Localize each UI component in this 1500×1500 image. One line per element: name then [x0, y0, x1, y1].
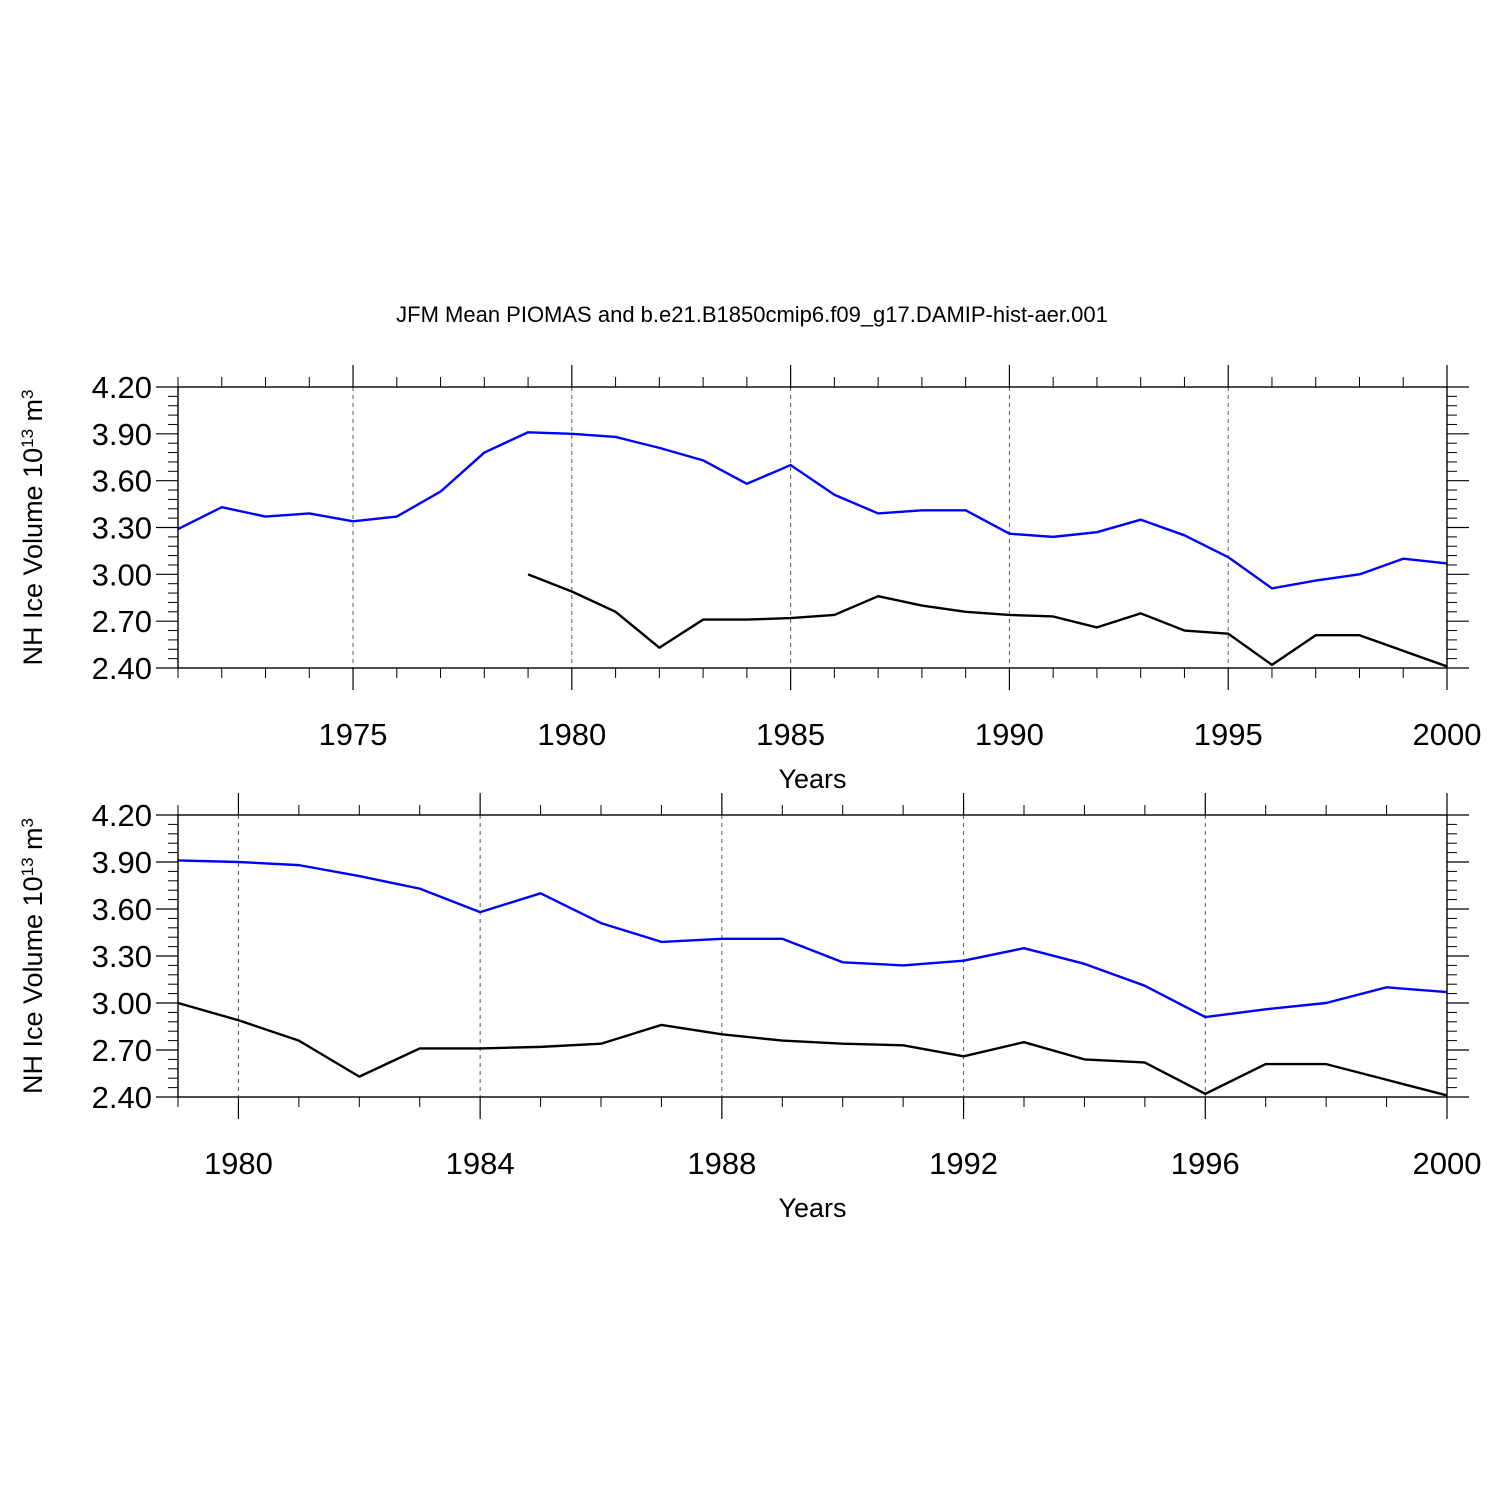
- y-tick-label: 2.40: [92, 1080, 152, 1115]
- y-tick-label: 4.20: [92, 370, 152, 405]
- x-tick-label: 1990: [975, 717, 1044, 752]
- x-tick-label: 2000: [1413, 1146, 1482, 1181]
- figure-title: JFM Mean PIOMAS and b.e21.B1850cmip6.f09…: [396, 302, 1108, 327]
- y-tick-label: 3.90: [92, 417, 152, 452]
- y-axis-label: NH Ice Volume 1013 m3: [18, 818, 49, 1094]
- y-tick-label: 2.70: [92, 604, 152, 639]
- x-tick-label: 1995: [1194, 717, 1263, 752]
- y-tick-label: 3.90: [92, 845, 152, 880]
- series-line-blue: [177, 431, 1448, 590]
- x-tick-label: 1992: [929, 1146, 998, 1181]
- x-axis-label: Years: [778, 764, 846, 794]
- plot-frame: [177, 386, 1448, 669]
- bottom-panel: 2.40 2.70 3.00 3.30 3.60 3.90 4.20 1980 1984 1988…: [18, 793, 1482, 1223]
- y-tick-label: 2.40: [92, 651, 152, 686]
- y-tick-label: 2.70: [92, 1033, 152, 1068]
- series-line-blue: [177, 859, 1448, 1019]
- x-tick-label: 1988: [687, 1146, 756, 1181]
- top-panel: 2.40 2.70 3.00 3.30 3.60 3.90 4.20 1975 1980 1985…: [18, 365, 1482, 794]
- plot-frame: [177, 814, 1448, 1098]
- x-tick-label: 1980: [204, 1146, 273, 1181]
- series-line-black: [177, 1001, 1448, 1097]
- series-line-black: [527, 573, 1448, 668]
- x-tick-label: 1980: [537, 717, 606, 752]
- y-tick-label: 3.60: [92, 464, 152, 499]
- y-tick-label: 3.00: [92, 986, 152, 1021]
- x-tick-label: 1996: [1171, 1146, 1240, 1181]
- y-axis-label: NH Ice Volume 1013 m3: [18, 390, 49, 666]
- x-tick-label: 2000: [1413, 717, 1482, 752]
- y-tick-label: 3.30: [92, 939, 152, 974]
- y-tick-label: 3.60: [92, 892, 152, 927]
- x-tick-label: 1985: [756, 717, 825, 752]
- x-tick-label: 1984: [446, 1146, 515, 1181]
- y-tick-label: 3.00: [92, 557, 152, 592]
- y-tick-label: 3.30: [92, 511, 152, 546]
- x-tick-label: 1975: [319, 717, 388, 752]
- x-axis-label: Years: [778, 1193, 846, 1223]
- y-tick-label: 4.20: [92, 798, 152, 833]
